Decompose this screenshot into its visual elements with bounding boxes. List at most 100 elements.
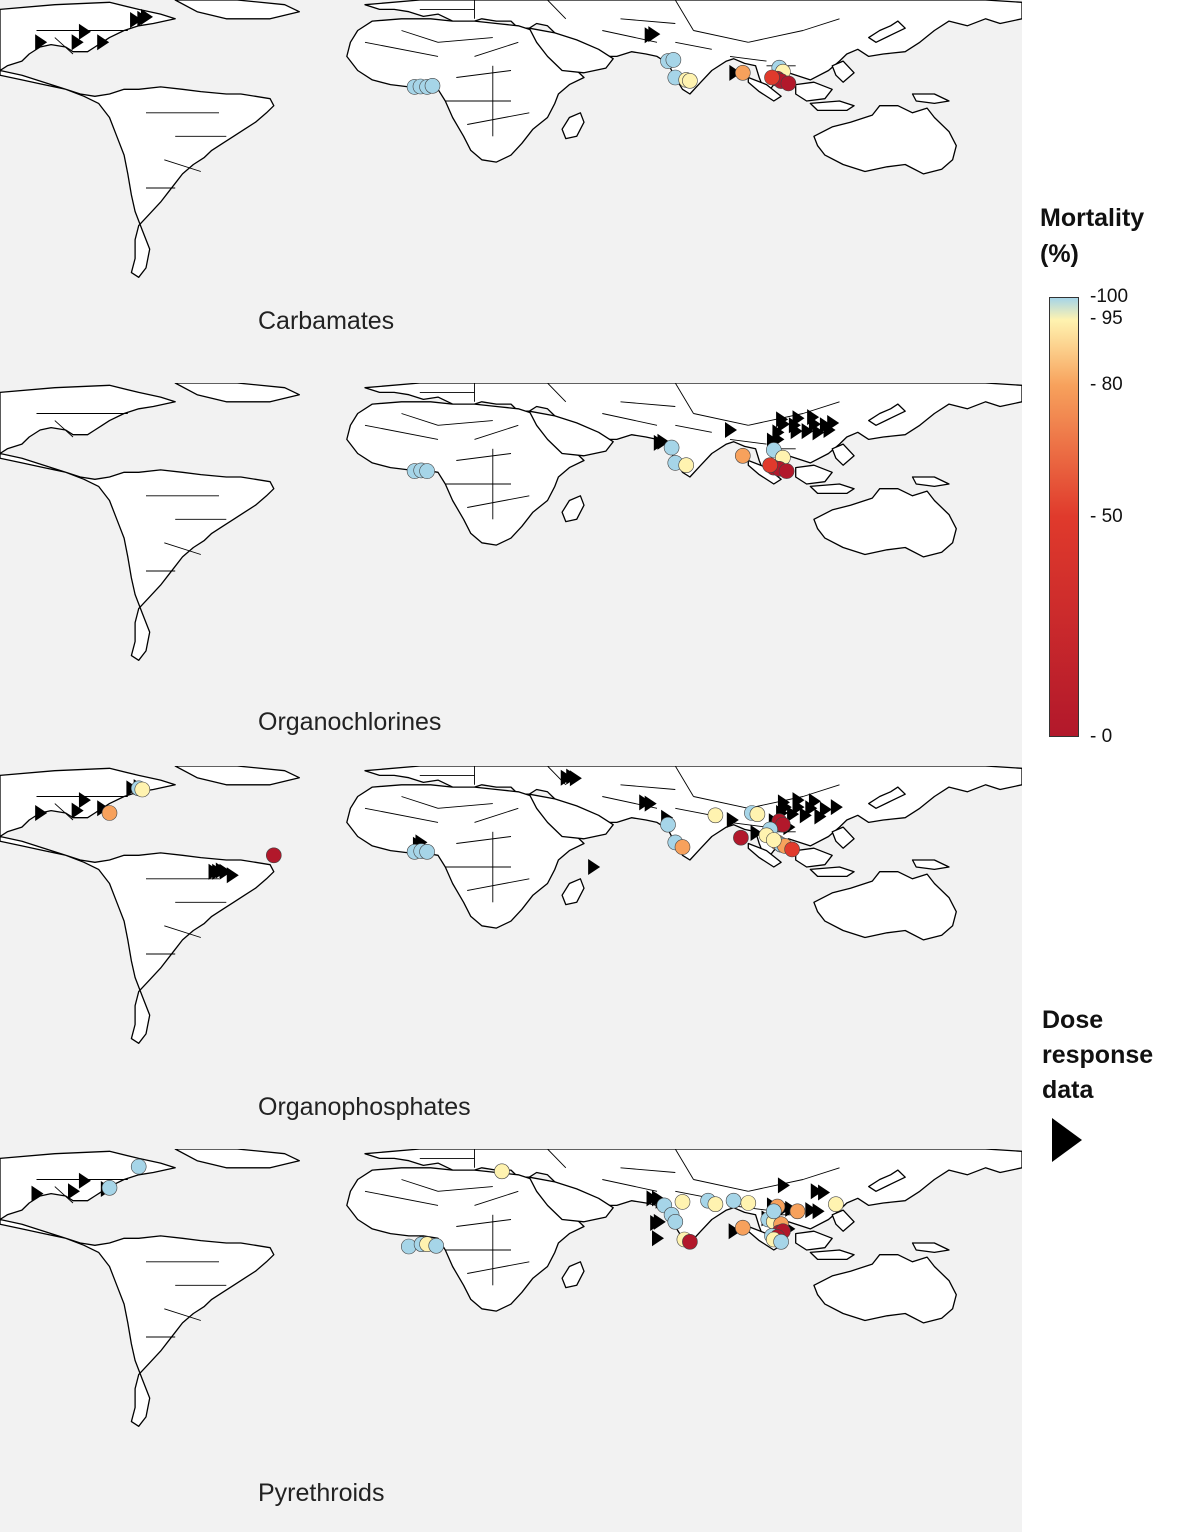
land-shape (813, 488, 957, 558)
dose-response-marker (750, 824, 763, 841)
dose-response-marker (652, 1230, 664, 1247)
land-shape (346, 1167, 585, 1312)
mortality-site (428, 1238, 445, 1254)
mortality-site (101, 805, 118, 821)
land-shape (561, 878, 585, 906)
mortality-site (400, 1238, 417, 1255)
map-organochlorines (0, 383, 1022, 661)
mortality-site (749, 806, 766, 823)
land-shape (831, 1209, 855, 1232)
mortality-site (778, 463, 795, 479)
land-shape (0, 767, 176, 838)
dose-response-marker (97, 34, 110, 51)
country-border (164, 925, 201, 938)
country-border (729, 55, 767, 62)
mortality-site (663, 439, 680, 456)
country-border (602, 1179, 658, 1192)
land-shape (0, 1218, 275, 1427)
land-shape (795, 464, 833, 485)
mortality-site (707, 807, 724, 824)
mortality-site (678, 457, 695, 473)
land-shape (868, 20, 906, 43)
dose-response-marker (801, 423, 814, 440)
mortality-site (674, 1194, 691, 1210)
dose-response-marker (787, 806, 800, 823)
country-border (748, 1179, 804, 1192)
dose-response-marker (812, 1203, 825, 1220)
land-shape (0, 452, 275, 661)
dose-response-marker (219, 863, 232, 880)
country-border (401, 30, 439, 43)
land-shape (561, 112, 585, 140)
dose-response-marker (648, 26, 661, 43)
country-border (54, 37, 74, 55)
mortality-site (773, 1234, 789, 1250)
mortality-site (740, 1195, 757, 1211)
mortality-site (101, 1179, 118, 1196)
land-shape (0, 1150, 176, 1221)
mortality-site (733, 829, 749, 846)
legend-title: Mortality (%) (1040, 200, 1144, 272)
country-border (620, 401, 676, 407)
land-shape (747, 76, 782, 102)
mortality-site (734, 65, 751, 81)
dose-response-marker (799, 807, 812, 824)
dose-response-marker (777, 1177, 790, 1194)
mortality-site (734, 448, 751, 464)
country-border (364, 1190, 439, 1206)
country-border (547, 0, 567, 20)
dose-response-marker (777, 416, 790, 433)
mortality-site (780, 75, 797, 92)
dose-response-marker (823, 421, 836, 438)
country-border (674, 383, 694, 414)
right-triangle-icon (1052, 1118, 1082, 1162)
mortality-site (265, 847, 282, 864)
country-border (467, 112, 530, 125)
mortality-site (682, 73, 698, 89)
mortality-site (682, 1234, 698, 1250)
map-carbamates (0, 0, 1022, 278)
mortality-site (828, 1196, 844, 1213)
dose-response-marker (644, 795, 657, 812)
panel-label-pyrethroids: Pyrethroids (258, 1479, 385, 1507)
land-shape (809, 1249, 855, 1261)
land-shape (868, 786, 906, 809)
country-border (437, 37, 493, 43)
country-border (547, 1149, 567, 1169)
land-shape (561, 495, 585, 523)
country-border (674, 0, 694, 31)
country-border (620, 1167, 676, 1173)
country-border (674, 766, 694, 797)
land-shape (528, 793, 614, 840)
country-border (474, 41, 519, 57)
country-border (401, 1179, 439, 1192)
dose-legend-label: Dose response data (1042, 1003, 1153, 1108)
dose-response-marker (653, 1213, 666, 1230)
country-border (401, 413, 439, 426)
land-shape (364, 766, 1022, 861)
country-border (54, 1186, 74, 1204)
land-shape (364, 1149, 1022, 1244)
dose-response-marker (812, 424, 825, 441)
land-shape (911, 1242, 950, 1254)
land-shape (346, 18, 585, 163)
dose-label-line3: data (1042, 1076, 1094, 1104)
land-shape (346, 784, 585, 929)
colorbar-tick-label: - 50 (1090, 506, 1123, 527)
map-panels: Carbamates Organochlorines Organophospha… (0, 0, 1022, 1532)
dose-response-marker (71, 34, 84, 51)
mortality-site (789, 1203, 806, 1220)
land-shape (868, 403, 906, 426)
dose-label-line2: response (1042, 1041, 1154, 1069)
country-border (729, 438, 767, 445)
mortality-site (734, 1219, 751, 1236)
country-border (693, 30, 749, 43)
country-border (674, 1149, 694, 1180)
panel-label-carbamates: Carbamates (258, 307, 395, 335)
colorbar-tick-label: -100 (1090, 286, 1129, 307)
mortality-colorbar (1049, 297, 1079, 737)
land-shape (0, 69, 275, 278)
dose-response-marker (814, 808, 827, 825)
country-border (620, 784, 676, 790)
country-border (802, 18, 840, 31)
